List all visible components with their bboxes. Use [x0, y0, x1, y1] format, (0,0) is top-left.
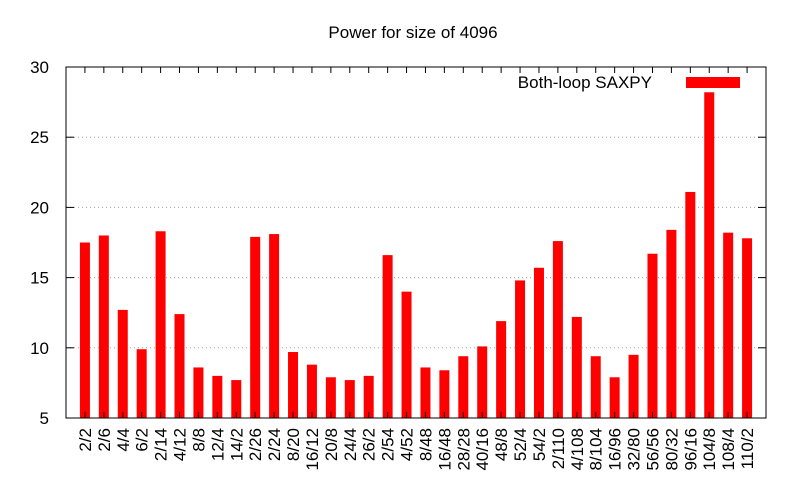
x-tick-label: 16/48 — [435, 428, 454, 471]
x-tick-label: 24/4 — [341, 428, 360, 461]
y-tick-label: 25 — [30, 128, 49, 147]
y-tick-label: 15 — [30, 269, 49, 288]
bar — [401, 291, 412, 418]
x-tick-label: 80/32 — [662, 428, 681, 471]
bar — [666, 229, 677, 418]
x-tick-label: 4/52 — [398, 428, 417, 461]
bars-layer — [79, 92, 753, 418]
bar — [685, 191, 696, 418]
bar — [552, 241, 563, 418]
bar — [306, 364, 317, 418]
bar — [590, 356, 601, 418]
x-tick-label: 96/16 — [681, 428, 700, 471]
y-axis: 5 10 15 20 25 30 — [30, 58, 766, 428]
plot-frame — [65, 66, 767, 419]
x-tick-label: 4/12 — [171, 428, 190, 461]
x-tick-label: 110/2 — [738, 428, 757, 469]
bar — [193, 367, 204, 418]
x-tick-label: 8/104 — [587, 428, 606, 471]
x-tick-label: 2/14 — [152, 428, 171, 461]
x-tick-label: 108/4 — [719, 428, 738, 471]
bar — [269, 234, 280, 418]
legend: Both-loop SAXPY — [518, 73, 740, 92]
x-tick-label: 54/2 — [530, 428, 549, 461]
bar — [420, 367, 431, 418]
bar — [155, 231, 166, 418]
chart-title: Power for size of 4096 — [328, 23, 497, 42]
bar — [344, 380, 355, 418]
x-tick-label: 52/4 — [511, 428, 530, 461]
x-tick-label: 6/2 — [133, 428, 152, 452]
x-tick-label: 2/26 — [246, 428, 265, 461]
x-tick-label: 12/4 — [208, 428, 227, 461]
bar — [439, 370, 450, 418]
y-tick-label: 30 — [30, 58, 49, 77]
x-tick-label: 8/20 — [284, 428, 303, 461]
x-tick-label: 40/16 — [473, 428, 492, 471]
bar — [136, 349, 147, 418]
bar — [250, 236, 261, 418]
y-tick-label: 20 — [30, 198, 49, 217]
bar — [458, 356, 469, 418]
x-tick-label: 16/12 — [303, 428, 322, 471]
bar — [496, 321, 507, 418]
bar — [79, 242, 90, 418]
bar — [609, 377, 620, 418]
x-tick-label: 104/8 — [700, 428, 719, 471]
x-tick-label: 20/8 — [322, 428, 341, 461]
bar — [723, 232, 734, 418]
legend-swatch — [686, 77, 740, 88]
bar — [515, 280, 526, 418]
x-tick-label: 2/24 — [265, 428, 284, 461]
x-tick-label: 4/4 — [114, 428, 133, 452]
bar — [571, 316, 582, 418]
x-tick-label: 2/54 — [379, 428, 398, 461]
x-tick-label: 48/8 — [492, 428, 511, 461]
x-tick-label: 16/96 — [606, 428, 625, 471]
bar — [288, 352, 299, 418]
x-tick-label: 32/80 — [625, 428, 644, 471]
bar — [382, 255, 393, 418]
bar — [742, 238, 753, 418]
x-tick-label: 2/6 — [95, 428, 114, 452]
bar — [647, 253, 658, 418]
x-tick-label: 2/2 — [76, 428, 95, 452]
bar — [212, 375, 223, 418]
legend-label: Both-loop SAXPY — [518, 73, 652, 92]
bar — [231, 380, 242, 418]
bar — [704, 92, 715, 418]
y-tick-label: 5 — [40, 409, 49, 428]
bar — [363, 375, 374, 418]
grid-layer — [66, 136, 766, 349]
x-axis: 2/2 2/6 4/4 6/2 2/14 4/12 8/8 12/4 14/2 2/26 2/24 8… — [76, 67, 757, 471]
bar — [325, 377, 336, 418]
x-tick-label: 8/8 — [189, 428, 208, 452]
x-tick-label: 56/56 — [643, 428, 662, 471]
bar — [533, 267, 544, 418]
bar — [174, 314, 185, 418]
bar — [477, 346, 488, 418]
bar — [628, 354, 639, 418]
x-tick-label: 2/110 — [549, 428, 568, 469]
x-tick-label: 14/2 — [227, 428, 246, 461]
bar — [98, 235, 109, 418]
x-tick-label: 26/2 — [360, 428, 379, 461]
x-tick-label: 28/28 — [454, 428, 473, 471]
x-tick-label: 8/48 — [416, 428, 435, 461]
x-tick-label: 4/108 — [568, 428, 587, 471]
y-tick-label: 10 — [30, 339, 49, 358]
bar — [117, 309, 128, 418]
